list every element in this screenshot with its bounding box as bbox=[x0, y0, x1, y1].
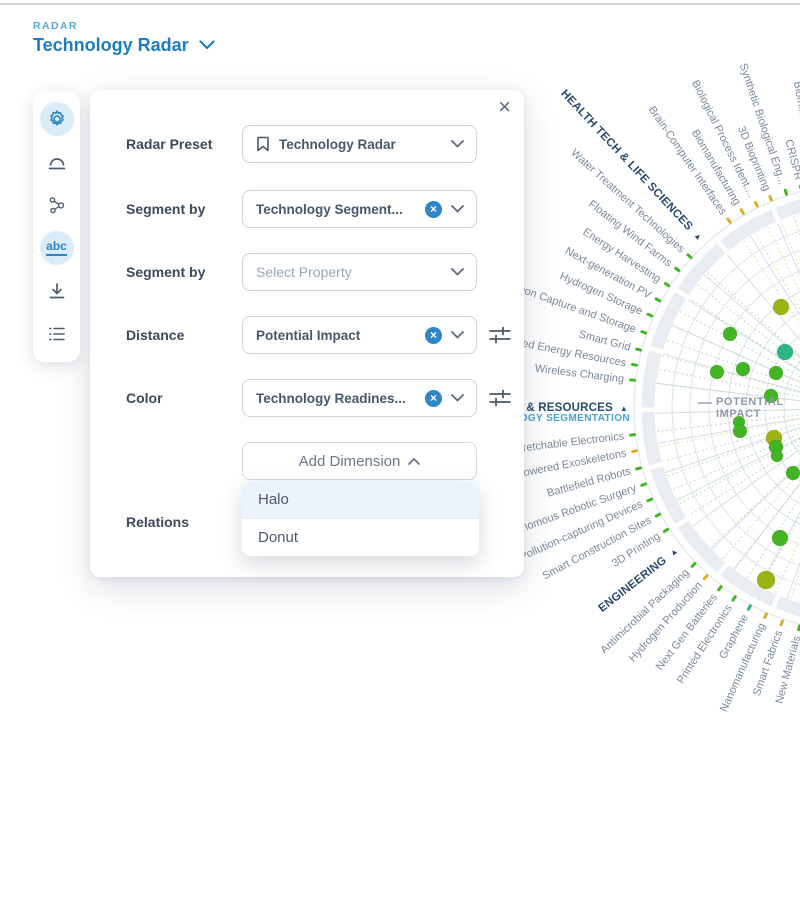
segment-by-2-label: Segment by bbox=[126, 264, 205, 280]
distance-settings-sliders-icon[interactable] bbox=[489, 327, 511, 344]
radar-item-label: Graphene bbox=[601, 601, 757, 872]
bookmark-icon bbox=[256, 136, 270, 152]
download-icon bbox=[48, 282, 66, 300]
relations-field-label: Relations bbox=[126, 514, 189, 530]
radar-dot[interactable] bbox=[723, 327, 737, 341]
color-label: Color bbox=[126, 390, 163, 406]
page-title: Technology Radar bbox=[33, 35, 189, 56]
segment-by-1-row: Segment by Technology Segment... × bbox=[90, 190, 524, 228]
segment-by-1-select[interactable]: Technology Segment... × bbox=[242, 190, 477, 228]
menu-item-donut[interactable]: Donut bbox=[242, 519, 479, 556]
radar-preset-row: Radar Preset Technology Radar bbox=[90, 125, 524, 163]
sidebar-button-settings-gear[interactable] bbox=[40, 102, 74, 136]
sidebar-button-relations-nodes[interactable] bbox=[40, 188, 74, 222]
sidebar-button-labels-abc[interactable]: abc bbox=[40, 231, 74, 265]
radar-dot[interactable] bbox=[773, 299, 789, 315]
radar-dot[interactable] bbox=[786, 466, 800, 480]
add-dimension-button[interactable]: Add Dimension bbox=[242, 442, 477, 480]
radar-dot[interactable] bbox=[733, 424, 747, 438]
radar-dot[interactable] bbox=[736, 362, 750, 376]
sidebar-button-download[interactable] bbox=[40, 274, 74, 308]
radar-dot[interactable] bbox=[757, 571, 775, 589]
axis-dash bbox=[698, 402, 712, 404]
segment-by-2-value: Select Property bbox=[256, 264, 352, 280]
radar-settings-panel: × Radar Preset Technology Radar Segment by… bbox=[90, 90, 524, 577]
segment-by-1-label: Segment by bbox=[126, 201, 205, 217]
chevron-down-icon bbox=[199, 37, 215, 55]
chevron-down-icon bbox=[451, 140, 464, 148]
radar-dot[interactable] bbox=[771, 450, 783, 462]
radar-dot[interactable] bbox=[777, 344, 793, 360]
chevron-up-icon bbox=[408, 458, 420, 465]
chevron-down-icon bbox=[451, 268, 464, 276]
distance-value: Potential Impact bbox=[256, 328, 360, 343]
page-header: RADAR Technology Radar bbox=[33, 20, 215, 56]
sidebar-button-legend-list[interactable] bbox=[40, 317, 74, 351]
color-row: Color Technology Readines... × bbox=[90, 379, 524, 417]
distance-row: Distance Potential Impact × bbox=[90, 316, 524, 354]
radar-dot[interactable] bbox=[772, 530, 788, 546]
relations-nodes-icon bbox=[48, 196, 66, 214]
radar-item-label: Smart Fabrics bbox=[676, 617, 790, 905]
radar-preset-label: Radar Preset bbox=[126, 136, 212, 152]
distance-select[interactable]: Potential Impact × bbox=[242, 316, 477, 354]
chevron-down-icon bbox=[451, 331, 464, 339]
settings-gear-icon bbox=[47, 109, 67, 129]
radar-item-label: New Materials bbox=[715, 622, 800, 916]
close-icon[interactable]: × bbox=[498, 96, 511, 118]
radar-dome-icon bbox=[47, 153, 67, 171]
radar-item-label: Nanomanufacturing bbox=[638, 610, 774, 890]
color-settings-sliders-icon[interactable] bbox=[489, 390, 511, 407]
color-value: Technology Readines... bbox=[256, 391, 406, 406]
radar-preset-select[interactable]: Technology Radar bbox=[242, 125, 477, 163]
segment-by-1-value: Technology Segment... bbox=[256, 202, 403, 217]
clear-icon[interactable]: × bbox=[425, 390, 442, 407]
sidebar-button-radar-dome[interactable] bbox=[40, 145, 74, 179]
color-select[interactable]: Technology Readines... × bbox=[242, 379, 477, 417]
radar-preset-value: Technology Radar bbox=[279, 137, 396, 152]
chevron-down-icon bbox=[451, 205, 464, 213]
labels-abc-icon: abc bbox=[46, 240, 67, 256]
radar-dot[interactable] bbox=[710, 365, 724, 379]
radar-title-dropdown[interactable]: Technology Radar bbox=[33, 35, 215, 56]
radar-eyebrow-label: RADAR bbox=[33, 20, 215, 32]
segment-by-2-row: Segment by Select Property bbox=[90, 253, 524, 291]
clear-icon[interactable]: × bbox=[425, 327, 442, 344]
radar-axis-label: POTENTIAL IMPACT bbox=[716, 396, 800, 420]
legend-list-icon bbox=[48, 326, 66, 342]
distance-label: Distance bbox=[126, 327, 184, 343]
chevron-down-icon bbox=[451, 394, 464, 402]
clear-icon[interactable]: × bbox=[425, 201, 442, 218]
add-dimension-label: Add Dimension bbox=[299, 453, 401, 470]
radar-dot[interactable] bbox=[769, 366, 783, 380]
tool-sidebar: abc bbox=[33, 91, 80, 362]
menu-item-halo[interactable]: Halo bbox=[242, 481, 479, 519]
segment-by-2-select[interactable]: Select Property bbox=[242, 253, 477, 291]
